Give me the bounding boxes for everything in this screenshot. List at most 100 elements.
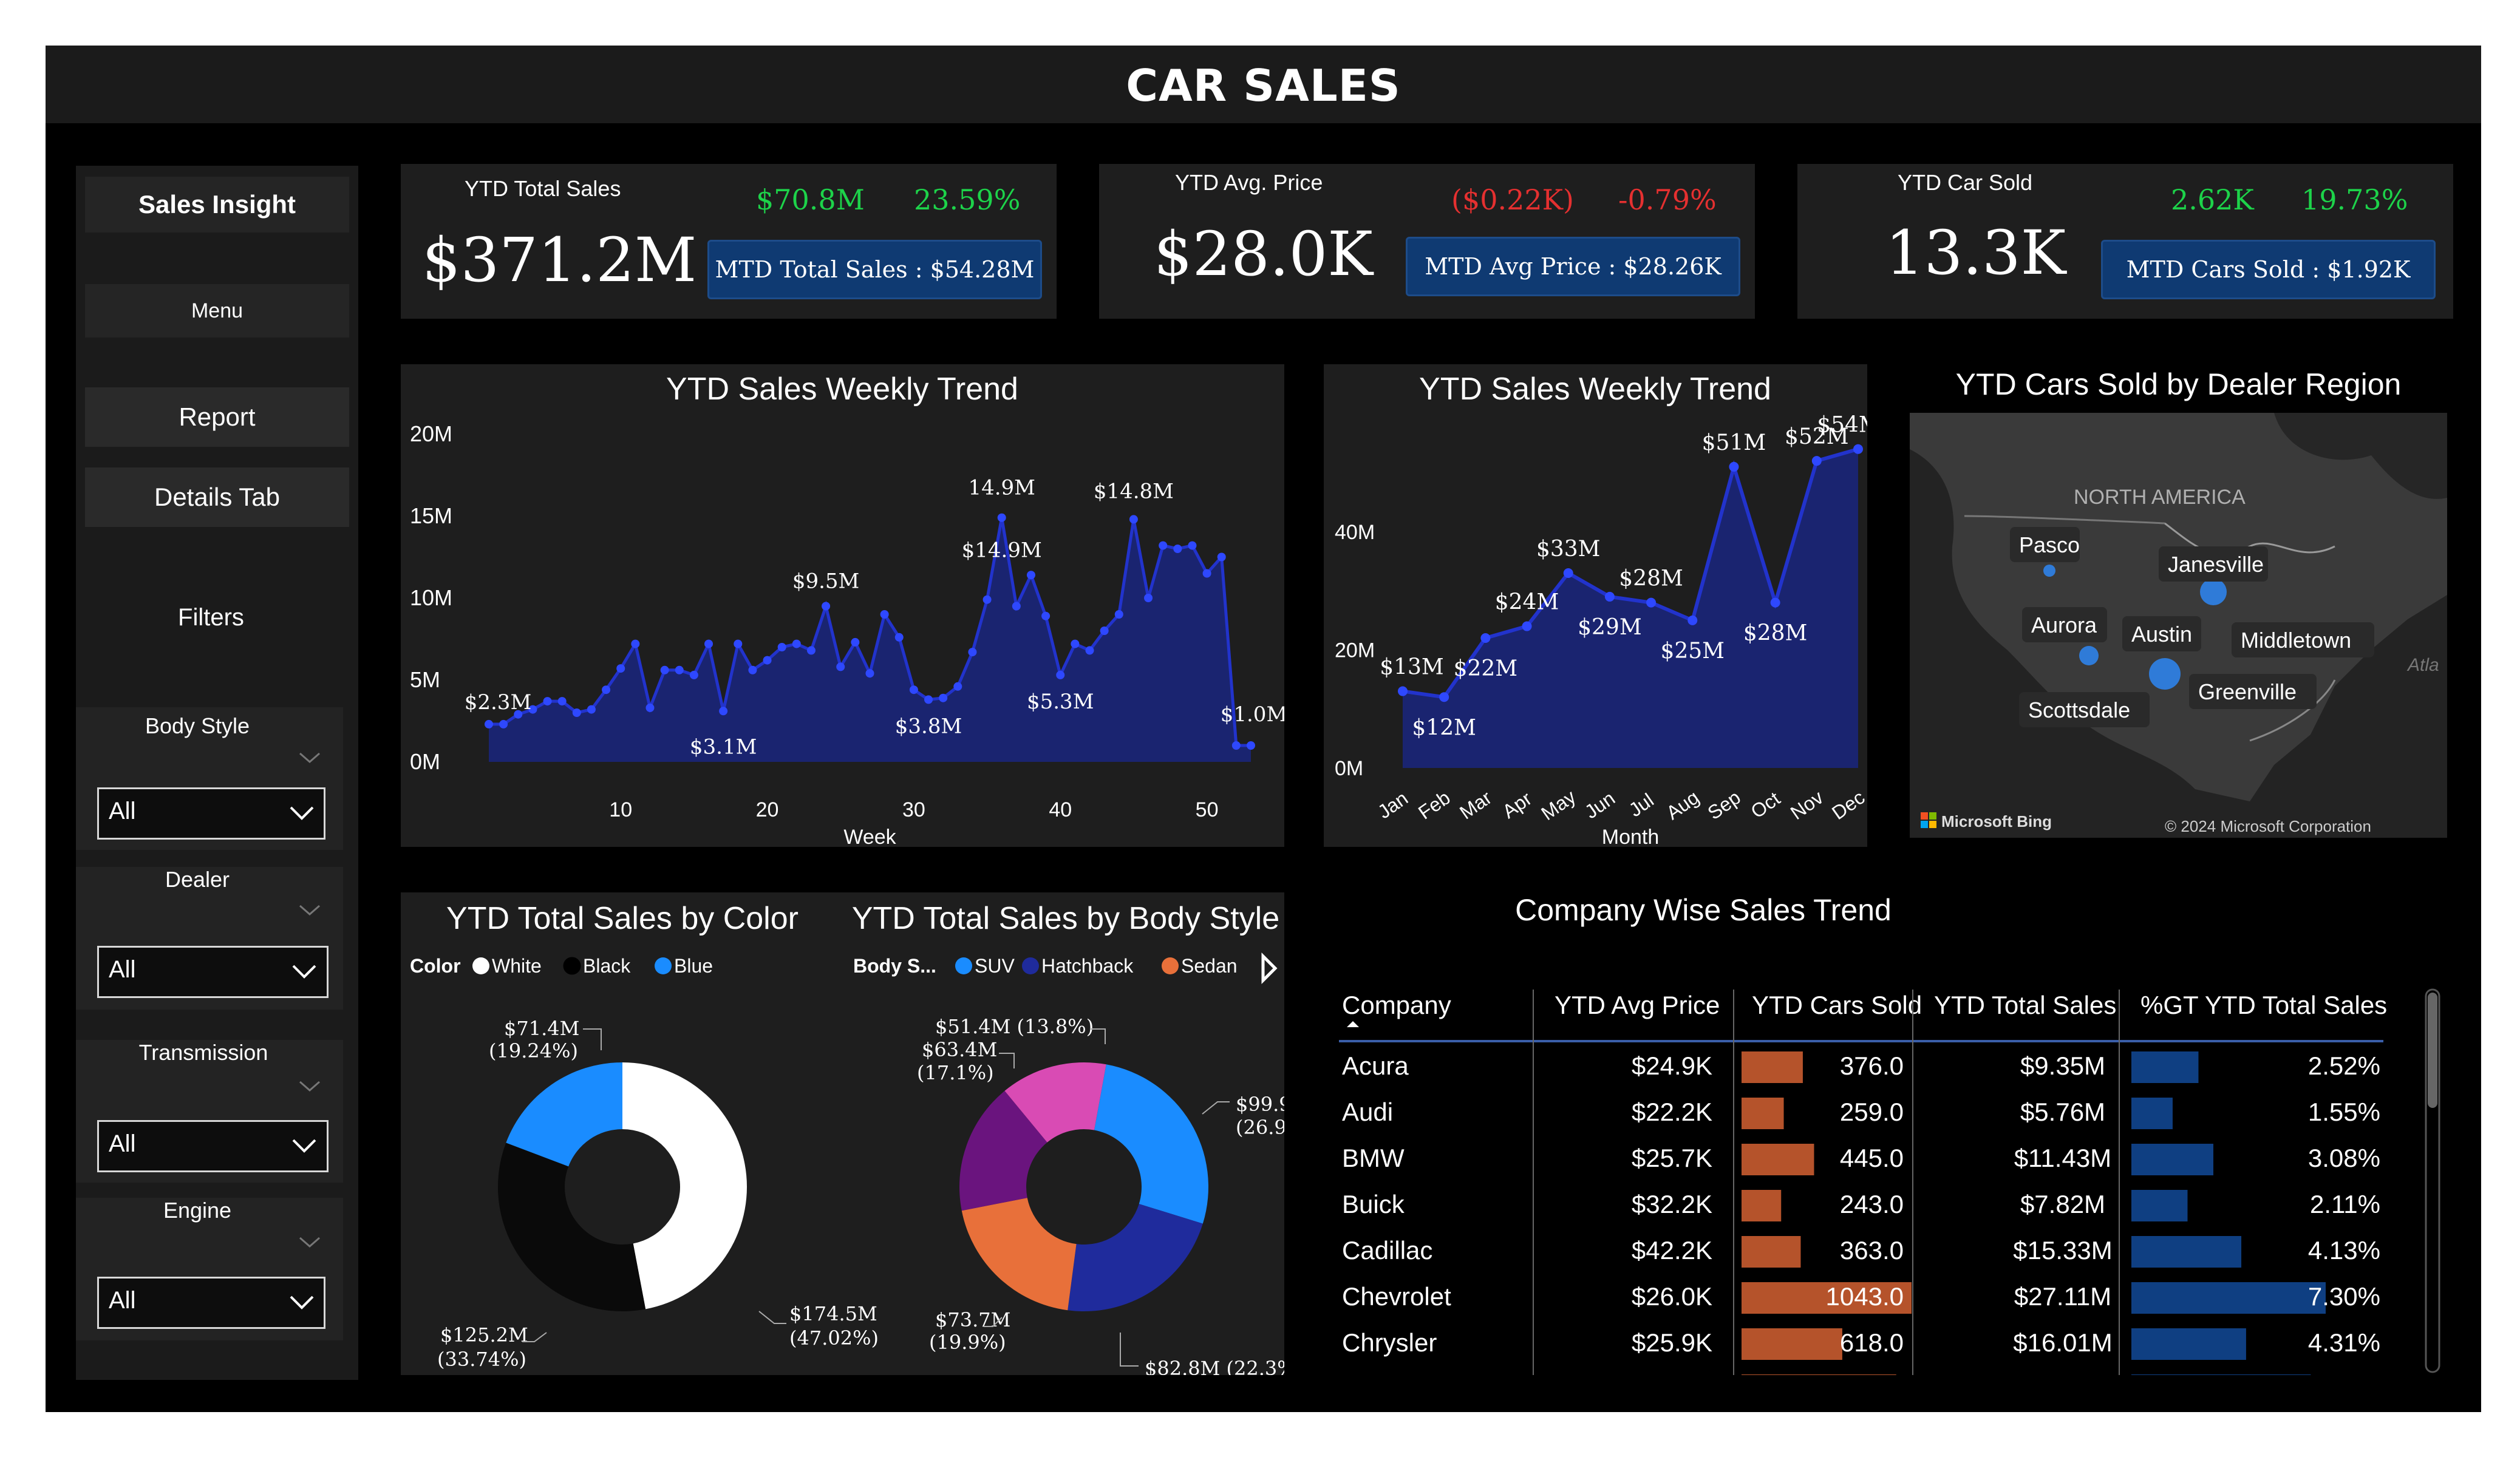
column-header: %GT YTD Total Sales	[2140, 991, 2387, 1019]
filter-body-style: Body Style All	[76, 707, 343, 850]
leader-line	[1120, 1333, 1139, 1367]
sold-bar	[1742, 1282, 1912, 1314]
transmission-select[interactable]: All	[97, 1120, 329, 1172]
chevron-down-icon	[299, 1237, 320, 1248]
cell-pct: 2.52%	[2308, 1051, 2380, 1080]
y-tick-label: 20M	[1335, 639, 1375, 662]
filter-label: Transmission	[138, 1040, 268, 1065]
leader-line	[1202, 1101, 1230, 1115]
scrollbar-thumb[interactable]	[2428, 993, 2437, 1108]
cell-cars-sold: 259.0	[1840, 1098, 1904, 1126]
body-style-select[interactable]: All	[97, 787, 325, 840]
legend-item: Black	[583, 955, 631, 977]
chart-title: YTD Total Sales by Body Style	[852, 901, 1279, 936]
cell-total-sales: $5.76M	[2020, 1098, 2105, 1126]
scroll-right-icon[interactable]	[1261, 952, 1278, 985]
data-label: (19.24%)	[489, 1039, 578, 1062]
data-point	[806, 646, 816, 655]
data-point	[953, 682, 962, 691]
donut-slice	[1094, 1064, 1208, 1224]
data-label: $13M	[1380, 655, 1444, 680]
map-dot[interactable]	[2149, 658, 2181, 690]
sort-asc-icon[interactable]	[1347, 1021, 1359, 1027]
pct-bar	[2131, 1051, 2199, 1083]
map-dot[interactable]	[2043, 565, 2055, 577]
cell-total-sales: $11.43M	[2014, 1144, 2111, 1172]
donut-charts-panel: YTD Total Sales by Color Color White Black B…	[401, 892, 1313, 1380]
weekly-trend-chart: YTD Sales Weekly Trend 0M 5M 10M 15M 20M 10 20 3…	[410, 372, 1287, 849]
x-tick-label: Feb	[1414, 786, 1454, 823]
kpi-mtd-badge: MTD Cars Sold : $1.92K	[2101, 240, 2436, 299]
pct-bar	[2131, 1282, 2326, 1314]
leader-line	[999, 1053, 1015, 1068]
data-point	[719, 707, 728, 716]
x-tick-label: Jun	[1581, 787, 1619, 823]
map-dot[interactable]	[2200, 579, 2227, 605]
column-header: YTD Total Sales	[1934, 991, 2116, 1019]
data-point	[631, 639, 640, 648]
legend-item: Hatchback	[1041, 955, 1134, 977]
city-label-greenville: Greenville	[2198, 679, 2297, 704]
cell-pct: 4.13%	[2308, 1236, 2380, 1265]
city-label-scottsdale: Scottsdale	[2028, 698, 2130, 722]
data-point	[924, 695, 933, 704]
data-point	[616, 664, 625, 673]
leader-line	[758, 1311, 786, 1324]
y-tick-label: 10M	[410, 585, 452, 610]
nav-details-tab-button[interactable]: Details Tab	[85, 467, 349, 527]
city-label-austin: Austin	[2131, 622, 2192, 647]
cell-company: BMW	[1342, 1144, 1405, 1172]
data-label: $28M	[1743, 621, 1808, 646]
y-tick-label: 0M	[1335, 757, 1363, 780]
data-label: $3.1M	[690, 735, 757, 759]
data-point	[1159, 541, 1168, 550]
cell-avg-price: $42.2K	[1632, 1236, 1712, 1265]
data-point	[1114, 610, 1123, 619]
data-label: $3.8M	[895, 714, 962, 738]
data-label: $51.4M (13.8%)	[935, 1015, 1094, 1038]
cell-cars-sold: 949.0	[1840, 1374, 1904, 1375]
cell-total-sales: $16.01M	[2013, 1328, 2112, 1357]
cell-cars-sold: 1043.0	[1826, 1282, 1904, 1311]
area-fill	[1403, 449, 1858, 768]
kpi-mtd-badge: MTD Total Sales : $54.28M	[707, 240, 1042, 299]
nav-report-button[interactable]: Report	[85, 387, 349, 447]
leader-line	[522, 1332, 547, 1342]
chevron-down-icon	[290, 1296, 314, 1309]
map-dot[interactable]	[2079, 646, 2099, 665]
sold-bar	[1742, 1190, 1782, 1221]
map-city-labels: Pasco Janesville Aurora Austin Middletow…	[2010, 527, 2374, 727]
engine-select[interactable]: All	[97, 1277, 325, 1329]
data-point	[734, 639, 743, 648]
data-point	[1026, 571, 1035, 580]
kpi-delta-pct: -0.79%	[1618, 183, 1717, 216]
data-point	[939, 693, 948, 702]
data-label: (47.02%)	[789, 1326, 879, 1350]
x-tick-label: Jan	[1374, 787, 1412, 823]
data-point	[572, 708, 581, 717]
dealer-region-map[interactable]: NORTH AMERICA Atla Pasco Janesville Auro…	[1910, 364, 2447, 847]
data-label: (19.9%)	[929, 1331, 1006, 1354]
filter-engine: Engine All	[76, 1198, 343, 1340]
data-point	[689, 670, 698, 679]
data-point	[1853, 444, 1863, 454]
column-header: YTD Avg Price	[1555, 991, 1720, 1019]
kpi-delta-value: 2.62K	[2171, 183, 2254, 216]
data-point	[1071, 639, 1080, 648]
data-label: (33.74%)	[437, 1348, 526, 1371]
cell-pct: 2.11%	[2310, 1190, 2380, 1218]
data-label: $73.7M	[935, 1308, 1010, 1331]
legend-swatch	[955, 957, 972, 974]
data-point	[557, 697, 567, 706]
cell-company: Dodge	[1342, 1374, 1417, 1375]
data-label: $29M	[1578, 615, 1642, 640]
sidebar-title: Sales Insight	[85, 177, 349, 233]
data-point	[822, 602, 831, 611]
data-point	[514, 710, 523, 719]
data-point	[602, 685, 611, 695]
dealer-select[interactable]: All	[97, 946, 329, 998]
column-header: Company	[1342, 991, 1451, 1019]
data-label: $14.8M	[1094, 479, 1174, 503]
x-tick-label: Dec	[1828, 786, 1867, 824]
legend-item: White	[492, 955, 542, 977]
